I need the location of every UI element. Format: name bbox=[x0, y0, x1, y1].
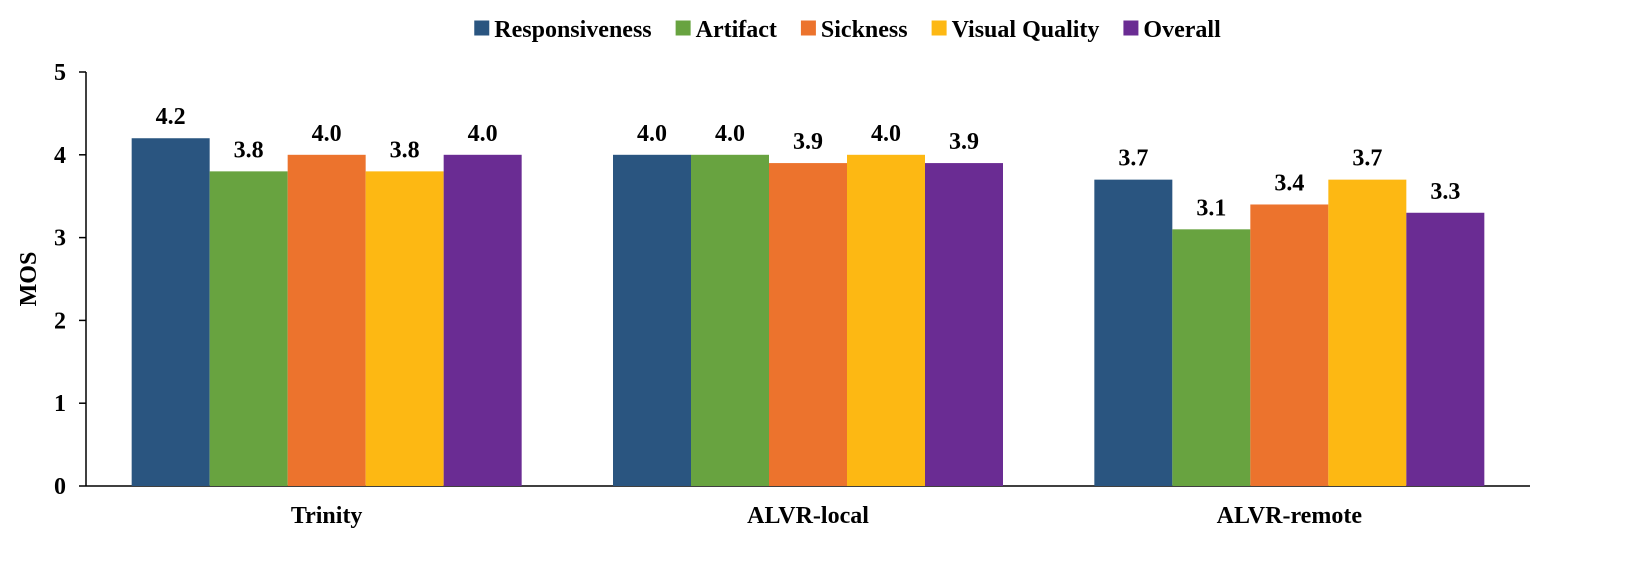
bar-artifact-alvr-local bbox=[691, 154, 769, 487]
data-label: 3.4 bbox=[1274, 170, 1304, 196]
y-tick-label: 5 bbox=[54, 60, 66, 86]
legend-swatch bbox=[474, 20, 490, 36]
bar-sickness-trinity bbox=[287, 154, 366, 487]
bar-overall-alvr-local bbox=[925, 163, 1003, 486]
legend-swatch bbox=[931, 20, 947, 36]
bar-visual-quality-alvr-local bbox=[847, 154, 925, 487]
data-label: 3.7 bbox=[1352, 146, 1382, 172]
category-labels: Trinity ALVR-local ALVR-remote bbox=[291, 503, 1362, 529]
y-tick-label: 3 bbox=[54, 226, 66, 252]
data-label: 4.0 bbox=[468, 121, 498, 147]
bar-responsiveness-alvr-local bbox=[613, 154, 691, 487]
legend-label: Sickness bbox=[821, 17, 908, 43]
data-label: 3.3 bbox=[1430, 179, 1460, 205]
bar-sickness-alvr-local bbox=[769, 163, 847, 486]
bar-responsiveness-trinity bbox=[131, 138, 210, 487]
legend: Responsiveness Artifact Sickness Visual Qua… bbox=[474, 17, 1221, 43]
legend-item-overall: Overall bbox=[1123, 17, 1221, 43]
legend-item-responsiveness: Responsiveness bbox=[474, 17, 652, 43]
data-label: 3.8 bbox=[390, 137, 420, 163]
legend-label: Artifact bbox=[696, 17, 777, 43]
data-label: 3.8 bbox=[234, 137, 264, 163]
data-label: 3.9 bbox=[793, 129, 823, 155]
legend-label: Responsiveness bbox=[494, 17, 651, 43]
legend-swatch bbox=[675, 20, 691, 36]
value-labels: 4.2 3.8 4.0 3.8 4.0 4.0 4.0 3.9 4.0 3.9 3.7 3.1 3.4 3… bbox=[156, 104, 1461, 221]
data-label: 4.0 bbox=[871, 121, 901, 147]
data-label: 3.9 bbox=[949, 129, 979, 155]
data-label: 3.7 bbox=[1118, 146, 1148, 172]
data-label: 4.0 bbox=[715, 121, 745, 147]
category-label: Trinity bbox=[291, 503, 363, 529]
bar-responsiveness-alvr-remote bbox=[1094, 179, 1173, 486]
bar-artifact-trinity bbox=[209, 171, 288, 487]
bar-sickness-alvr-remote bbox=[1250, 204, 1329, 487]
legend-swatch bbox=[1123, 20, 1139, 36]
bar-visual-quality-alvr-remote bbox=[1328, 179, 1407, 486]
legend-swatch bbox=[800, 20, 816, 36]
bar-overall-alvr-remote bbox=[1406, 212, 1485, 486]
data-label: 3.1 bbox=[1196, 195, 1226, 221]
category-label: ALVR-local bbox=[747, 503, 869, 529]
y-tick-label: 0 bbox=[54, 474, 66, 500]
y-ticks: 0 1 2 3 4 5 bbox=[54, 60, 86, 500]
bar-overall-trinity bbox=[443, 154, 522, 487]
bar-visual-quality-trinity bbox=[365, 171, 444, 487]
y-tick-label: 4 bbox=[54, 143, 66, 169]
data-label: 4.0 bbox=[637, 121, 667, 147]
data-label: 4.0 bbox=[312, 121, 342, 147]
legend-label: Overall bbox=[1143, 17, 1221, 43]
data-label: 4.2 bbox=[156, 104, 186, 130]
y-tick-label: 1 bbox=[54, 391, 66, 417]
legend-item-visual-quality: Visual Quality bbox=[931, 17, 1100, 43]
legend-item-sickness: Sickness bbox=[800, 17, 908, 43]
bars bbox=[131, 138, 1485, 487]
category-label: ALVR-remote bbox=[1217, 503, 1363, 529]
y-axis-label: MOS bbox=[16, 252, 42, 307]
y-tick-label: 2 bbox=[54, 308, 66, 334]
bar-artifact-alvr-remote bbox=[1172, 229, 1251, 486]
legend-item-artifact: Artifact bbox=[675, 17, 777, 43]
legend-label: Visual Quality bbox=[952, 17, 1100, 43]
